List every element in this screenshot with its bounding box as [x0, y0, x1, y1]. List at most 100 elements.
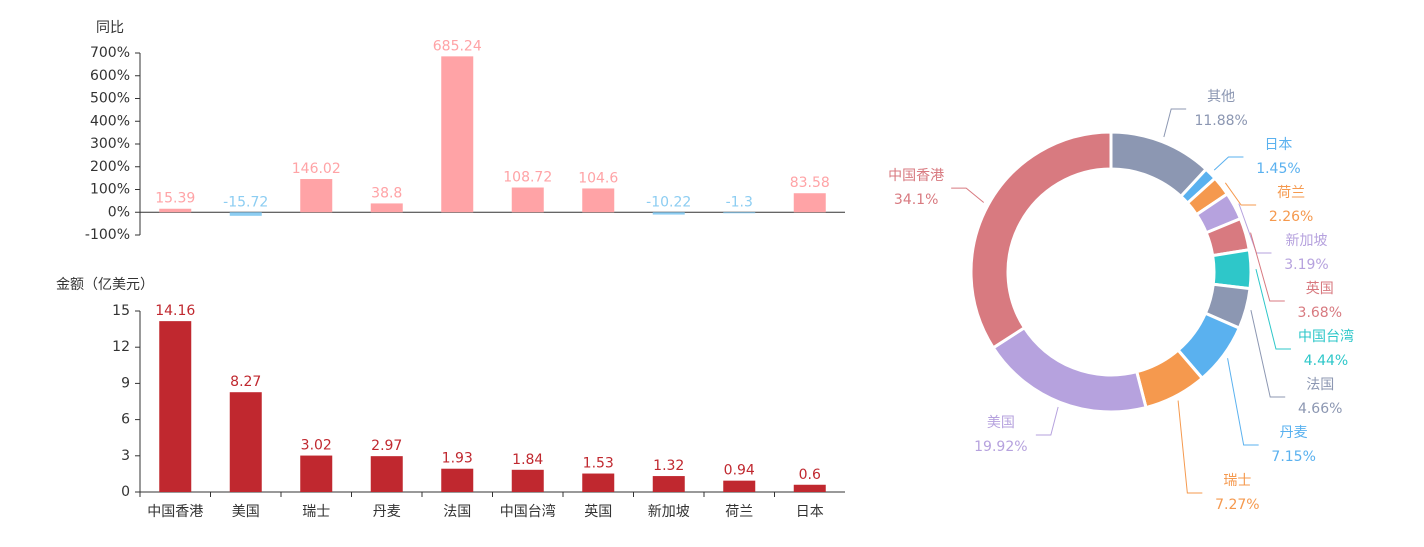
- y-tick-label: 300%: [90, 136, 130, 152]
- y-tick-label: 600%: [90, 68, 130, 84]
- leader-line: [1177, 400, 1203, 494]
- bar: [511, 187, 544, 213]
- x-tick-label: 法国: [443, 504, 471, 520]
- leader-line: [1227, 358, 1259, 446]
- y-tick-label: 12: [112, 339, 130, 355]
- x-tick-label: 中国香港: [147, 504, 203, 520]
- bar: [793, 193, 826, 213]
- pie-label: 新加坡: [1286, 233, 1328, 249]
- x-tick-label: 英国: [584, 503, 612, 520]
- data-label: 0.94: [724, 463, 755, 479]
- x-tick-label: 中国台湾: [500, 503, 556, 520]
- pie-label: 中国香港: [888, 168, 944, 184]
- bar: [159, 208, 192, 213]
- leader-line: [1213, 156, 1244, 171]
- pie-label: 日本: [1264, 137, 1292, 153]
- y-tick-label: 700%: [90, 45, 130, 61]
- y-tick-label: -100%: [85, 227, 130, 243]
- y-tick-label: 0: [121, 484, 130, 500]
- bar: [652, 212, 685, 215]
- pie-value-label: 1.45%: [1256, 161, 1300, 177]
- y-tick-label: 9: [121, 375, 130, 391]
- pie-value-label: 19.92%: [974, 439, 1027, 455]
- pie-label: 荷兰: [1277, 185, 1305, 201]
- x-tick-label: 新加坡: [648, 504, 690, 520]
- data-label: 83.58: [790, 175, 830, 191]
- y-tick-label: 3: [121, 448, 130, 464]
- data-label: 108.72: [503, 170, 552, 186]
- bar: [441, 56, 474, 213]
- pie-value-label: 4.44%: [1304, 353, 1348, 369]
- data-label: -10.22: [646, 194, 691, 210]
- bar: [582, 188, 615, 213]
- data-label: 1.84: [512, 452, 543, 468]
- leader-line: [1035, 406, 1059, 436]
- data-label: 104.6: [578, 170, 618, 186]
- leader-line: [1250, 232, 1285, 302]
- pie-value-label: 2.26%: [1269, 209, 1313, 225]
- x-tick-label: 瑞士: [302, 504, 330, 520]
- pie-label: 法国: [1306, 377, 1334, 393]
- bar: [723, 480, 756, 492]
- bar: [582, 473, 615, 492]
- bar: [300, 179, 333, 213]
- y-tick-label: 400%: [90, 113, 130, 129]
- data-label: 2.97: [371, 438, 402, 454]
- bar: [723, 212, 756, 214]
- pie-value-label: 7.27%: [1215, 497, 1259, 513]
- x-tick-label: 日本: [796, 504, 824, 520]
- data-label: -1.3: [726, 194, 753, 210]
- pie-value-label: 4.66%: [1298, 401, 1342, 417]
- pie-value-label: 11.88%: [1194, 113, 1247, 129]
- x-tick-label: 丹麦: [373, 504, 401, 520]
- leader-line: [1255, 268, 1291, 350]
- bar: [229, 392, 262, 492]
- x-tick-label: 荷兰: [725, 504, 753, 520]
- y-tick-label: 500%: [90, 91, 130, 107]
- pie-value-label: 7.15%: [1271, 449, 1315, 465]
- y-axis-title: 同比: [96, 20, 124, 36]
- data-label: 0.6: [799, 467, 821, 483]
- bar: [370, 203, 403, 213]
- bar: [652, 476, 685, 492]
- pie-label: 英国: [1306, 280, 1334, 297]
- pie-value-label: 3.68%: [1298, 305, 1342, 321]
- pie-slice: [1210, 248, 1253, 291]
- y-tick-label: 100%: [90, 182, 130, 198]
- pie-slice: [991, 325, 1148, 414]
- leader-line: [1163, 108, 1187, 138]
- pie-value-label: 3.19%: [1284, 257, 1328, 273]
- bar: [511, 469, 544, 492]
- pie-slice: [969, 130, 1113, 350]
- leader-line: [951, 187, 985, 203]
- pie-label: 丹麦: [1280, 425, 1308, 441]
- y-tick-label: 15: [112, 303, 130, 319]
- y-tick-label: 200%: [90, 159, 130, 175]
- data-label: 15.39: [155, 191, 195, 207]
- pie-label: 其他: [1207, 89, 1235, 105]
- x-tick-label: 美国: [232, 504, 260, 520]
- pie-label: 中国台湾: [1298, 328, 1354, 345]
- pie-label: 美国: [987, 415, 1015, 431]
- data-label: 146.02: [292, 161, 341, 177]
- bar: [159, 321, 192, 492]
- data-label: 1.93: [442, 451, 473, 467]
- pie-label: 瑞士: [1223, 473, 1251, 489]
- bar: [370, 456, 403, 492]
- data-label: 8.27: [230, 374, 261, 390]
- data-label: 38.8: [371, 185, 402, 201]
- data-label: 14.16: [155, 303, 195, 319]
- data-label: 1.32: [653, 458, 684, 474]
- data-label: -15.72: [223, 194, 268, 210]
- pie-value-label: 34.1%: [894, 192, 938, 208]
- y-tick-label: 6: [121, 412, 130, 428]
- leader-line: [1224, 182, 1257, 206]
- bar: [441, 468, 474, 492]
- data-label: 1.53: [583, 456, 614, 472]
- leader-line: [1250, 309, 1286, 398]
- bar: [793, 484, 826, 492]
- y-tick-label: 0%: [108, 204, 130, 220]
- bar: [300, 455, 333, 492]
- y-axis-title: 金额（亿美元）: [56, 277, 154, 293]
- data-label: 685.24: [433, 38, 482, 54]
